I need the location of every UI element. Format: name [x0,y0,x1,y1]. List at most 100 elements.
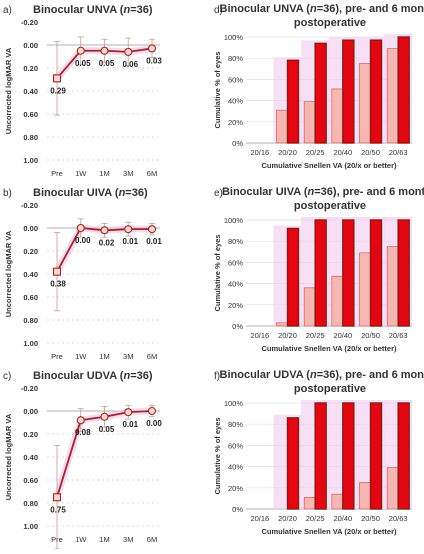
y-tick-label: 0.80 [23,316,38,325]
data-label: 0.06 [122,60,138,69]
panel-b: b) Binocular UIVA (n=36) -0.20 0.00 0.20 0.40… [0,183,212,366]
x-axis-label: Cumulative Snellen VA (20/x or better) [261,344,397,353]
y-tick-label: 0.00 [23,407,38,416]
x-tick-label: Pre [51,169,63,178]
y-tick-label: 60% [228,75,243,84]
x-tick-label: 20/25 [306,148,325,157]
panel-c: c) Binocular UDVA (n=36) -0.20 0.00 0.20 0.40… [0,366,212,550]
bar-post [286,417,300,510]
y-tick-label: 20% [228,301,243,310]
y-tick-label: 40% [228,463,243,472]
bar-post [397,36,410,144]
bar-post [314,219,327,327]
bar-post [342,219,355,327]
bar-pre [386,48,399,144]
y-axis-label: Cumulative % of eyes [213,51,222,128]
chart-title: Binocular UDVA (n=36), pre- and 6 months [220,369,424,381]
bar-post [286,227,300,327]
data-label: 0.05 [99,59,115,68]
panel-f: f)Binocular UDVA (n=36), pre- and 6 mont… [212,366,424,549]
x-tick-label: 20/63 [389,514,408,523]
data-point [147,44,157,53]
y-tick-label: 0.20 [23,247,38,256]
y-tick-label: 0.00 [23,41,38,50]
bar-pre [386,467,399,510]
y-tick-label: 100% [224,399,244,408]
x-tick-label: 1W [75,535,87,544]
x-tick-label: 20/40 [333,331,352,340]
chart-title: Binocular UNVA (n=36) [33,4,153,16]
y-tick-label: 40% [228,280,243,289]
data-point [100,226,109,235]
panel-label: e) [214,188,223,199]
x-axis-label: Cumulative Snellen VA (20/x or better) [261,527,397,536]
chart-title-line2: postoperative [294,17,366,29]
data-label: 0.29 [50,86,66,95]
chart-title: Binocular UIVA (n=36), pre- and 6 months [222,186,424,198]
data-label: 0.38 [50,280,66,289]
bar-pre [331,275,344,327]
data-point [147,225,157,234]
bar-pre [359,482,371,510]
bar-chart-d: d)Binocular UNVA (n=36), pre- and 6 mont… [213,3,424,170]
panel-label: b) [3,188,12,199]
data-point [52,267,62,276]
bar-pre [303,497,316,510]
chart-title-line2: postoperative [294,383,366,395]
bar-post [314,42,327,144]
y-tick-label: 0.40 [23,270,38,279]
y-axis-label: Uncorrected logMAR VA [4,413,13,500]
data-label: 0.01 [122,420,138,429]
panel-label: a) [3,5,12,16]
y-tick-label: 0% [232,322,243,331]
data-point [76,223,85,233]
data-point [124,225,133,234]
data-label: 0.01 [146,237,162,246]
bar-pre [359,252,371,327]
x-tick-label: 20/20 [278,331,297,340]
x-tick-label: 3M [123,535,133,544]
bar-pre [303,101,316,144]
bar-pre [331,88,344,144]
y-tick-label: 0% [232,139,243,148]
data-label: 0.05 [75,59,91,68]
x-tick-label: 20/63 [389,148,408,157]
y-tick-label: 1.00 [23,156,38,165]
x-tick-label: 20/16 [250,331,269,340]
bar-post [286,59,300,144]
y-tick-label: 0.40 [23,453,38,462]
bar-chart-f: f)Binocular UDVA (n=36), pre- and 6 mont… [213,369,424,536]
x-tick-label: 20/20 [278,514,297,523]
y-tick-label: -0.20 [21,384,38,393]
bar-pre [276,322,288,327]
data-point [124,47,133,56]
line-chart-a: a) Binocular UNVA (n=36) -0.20 0.00 0.20 0.40… [3,4,162,178]
bar-pre [276,109,288,144]
y-tick-label: 80% [228,54,243,63]
line-chart-c: c) Binocular UDVA (n=36) -0.20 0.00 0.20 0.40… [3,370,162,550]
y-tick-label: 20% [228,118,243,127]
panel-label: f) [214,371,220,382]
x-tick-label: 20/63 [389,331,408,340]
data-label: 0.00 [146,419,162,428]
data-point [124,408,133,417]
x-tick-label: Pre [51,535,63,544]
data-point [100,412,109,421]
y-axis-label: Uncorrected logMAR VA [4,47,13,134]
chart-title: Binocular UIVA (n=36) [33,187,148,199]
y-tick-label: 0.80 [23,133,38,142]
y-tick-label: 60% [228,441,243,450]
bar-pre [331,493,344,510]
y-tick-label: 0.40 [23,87,38,96]
x-tick-label: 3M [123,352,133,361]
y-tick-label: 20% [228,484,243,493]
x-tick-label: 20/16 [250,514,269,523]
y-tick-label: 0.60 [23,110,38,119]
y-tick-label: 80% [228,420,243,429]
bar-post [397,219,410,327]
x-tick-label: 20/20 [278,148,297,157]
y-tick-label: 0.20 [23,64,38,73]
data-point [147,406,157,416]
bar-pre [359,63,371,144]
y-tick-label: 0.20 [23,430,38,439]
